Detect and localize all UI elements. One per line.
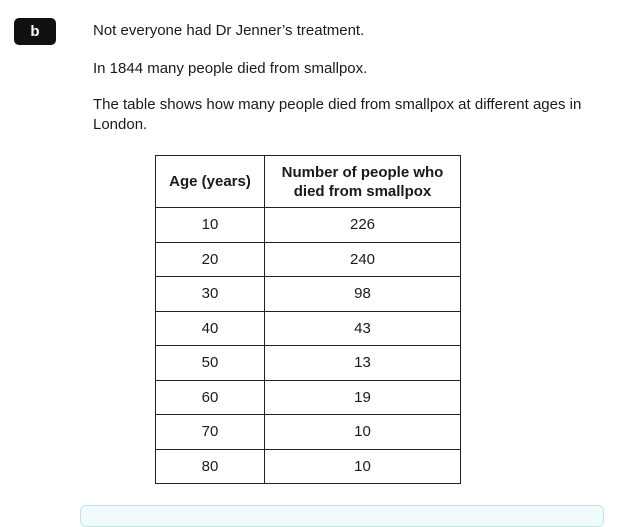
table-cell: 70 <box>155 414 265 450</box>
table-cell: 50 <box>155 345 265 381</box>
paragraph: The table shows how many people died fro… <box>93 96 582 133</box>
table-cell: 10 <box>264 414 461 450</box>
table-cell: 80 <box>155 448 265 484</box>
table-row: 70 10 <box>155 414 461 450</box>
table-cell: 226 <box>264 207 461 243</box>
table-row: 40 43 <box>155 310 461 346</box>
question-label: b <box>14 18 56 45</box>
page: {"label": "b", "paragraphs": ["Not every… <box>14 18 604 527</box>
answer-box <box>80 505 604 527</box>
table-cell: 13 <box>264 345 461 381</box>
table-cell: 19 <box>264 379 461 415</box>
table-cell: 40 <box>155 310 265 346</box>
paragraph: Not everyone had Dr Jenner’s treatment. <box>93 22 365 39</box>
column-header: Number of people who died from smallpox <box>264 155 461 208</box>
table-cell: 20 <box>155 241 265 277</box>
data-table: Age (years) Number of people who died fr… <box>155 155 461 484</box>
table-cell: 98 <box>264 276 461 312</box>
column-header: Age (years) <box>155 155 265 208</box>
table-cell: 240 <box>264 241 461 277</box>
table-cell: 10 <box>155 207 265 243</box>
table-cell: 60 <box>155 379 265 415</box>
table-row: 20 240 <box>155 241 461 277</box>
header-row: Age (years) Number of people who died fr… <box>155 155 461 208</box>
table-row: 30 98 <box>155 276 461 312</box>
table-cell: 30 <box>155 276 265 312</box>
paragraph: In 1844 many people died from smallpox. <box>93 60 368 77</box>
table-row: 50 13 <box>155 345 461 381</box>
table-row: 60 19 <box>155 379 461 415</box>
table-row: 80 10 <box>155 448 461 484</box>
table-cell: 43 <box>264 310 461 346</box>
table-row: 10 226 <box>155 207 461 243</box>
table-cell: 10 <box>264 448 461 484</box>
